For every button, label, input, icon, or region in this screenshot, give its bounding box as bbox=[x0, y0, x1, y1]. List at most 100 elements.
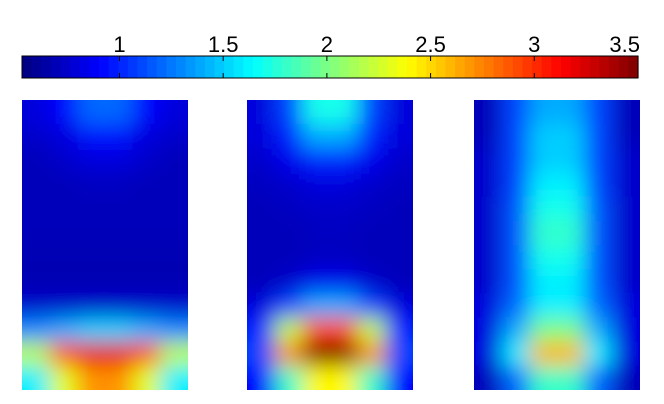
heatmap-cell bbox=[584, 124, 613, 149]
heatmap-cell bbox=[49, 124, 78, 149]
heatmap-cell bbox=[529, 220, 558, 246]
heatmap-cell bbox=[22, 317, 51, 343]
heatmap-cell bbox=[274, 245, 303, 270]
colorbar-step bbox=[22, 56, 33, 78]
colorbar-step bbox=[41, 56, 52, 78]
heatmap-cell bbox=[302, 269, 331, 294]
colorbar-step bbox=[445, 56, 456, 78]
heatmap-cell bbox=[302, 220, 331, 246]
colorbar-step bbox=[426, 56, 437, 78]
heatmap-cell bbox=[584, 341, 613, 367]
heatmap-cell bbox=[247, 293, 276, 318]
heatmap-cell bbox=[132, 365, 161, 390]
colorbar-step bbox=[339, 56, 350, 78]
heatmap-cell bbox=[612, 245, 640, 270]
colorbar-step bbox=[455, 56, 466, 78]
heatmap-cell bbox=[274, 365, 303, 390]
heatmap-cell bbox=[132, 269, 161, 294]
colorbar-step bbox=[618, 56, 629, 78]
heatmap-cell bbox=[501, 196, 530, 222]
heatmap-cell bbox=[77, 341, 106, 367]
heatmap-cell bbox=[557, 269, 586, 294]
heatmap-cell bbox=[132, 293, 161, 318]
heatmap-cell bbox=[385, 124, 413, 149]
heatmap-cell bbox=[132, 124, 161, 149]
heatmap-cell bbox=[529, 269, 558, 294]
heatmap-cell bbox=[330, 196, 359, 222]
heatmap-cell bbox=[557, 196, 586, 222]
heatmap-cell bbox=[330, 365, 359, 390]
panel bbox=[474, 100, 640, 390]
heatmap-cell bbox=[330, 245, 359, 270]
heatmap-cell bbox=[330, 100, 359, 125]
heatmap-cell bbox=[330, 317, 359, 343]
heatmap-cell bbox=[302, 293, 331, 318]
heatmap-cell bbox=[247, 172, 276, 198]
heatmap-cell bbox=[302, 148, 331, 173]
heatmap-cell bbox=[357, 148, 386, 173]
heatmap-cell bbox=[385, 245, 413, 270]
colorbar-step bbox=[416, 56, 427, 78]
heatmap-cell bbox=[49, 269, 78, 294]
heatmap-cell bbox=[22, 196, 51, 222]
colorbar-frame bbox=[21, 55, 639, 79]
colorbar-step bbox=[349, 56, 360, 78]
heatmap-cell bbox=[557, 245, 586, 270]
colorbar-step bbox=[378, 56, 389, 78]
colorbar-tick-label: 2 bbox=[321, 32, 333, 57]
panel bbox=[247, 100, 413, 390]
heatmap-cell bbox=[501, 293, 530, 318]
heatmap-cell bbox=[612, 196, 640, 222]
heatmap-cell bbox=[247, 148, 276, 173]
heatmap-cell bbox=[529, 100, 558, 125]
heatmap-cell bbox=[557, 341, 586, 367]
colorbar-step bbox=[185, 56, 196, 78]
heatmap-cell bbox=[132, 148, 161, 173]
heatmap-cell bbox=[132, 172, 161, 198]
panel-smooth bbox=[22, 100, 188, 390]
heatmap-cell bbox=[247, 341, 276, 367]
colorbar-step bbox=[118, 56, 129, 78]
heatmap-cell bbox=[160, 293, 188, 318]
heatmap-cell bbox=[302, 365, 331, 390]
colorbar-step bbox=[89, 56, 100, 78]
heatmap-cell bbox=[474, 245, 503, 270]
heatmap-cell bbox=[584, 172, 613, 198]
heatmap-cell bbox=[105, 293, 134, 318]
colorbar-step bbox=[407, 56, 418, 78]
heatmap-cell bbox=[77, 293, 106, 318]
colorbar-step bbox=[262, 56, 273, 78]
heatmap-cell bbox=[584, 293, 613, 318]
heatmap-cell bbox=[474, 124, 503, 149]
colorbar-tick-label: 1 bbox=[113, 32, 125, 57]
heatmap-cell bbox=[105, 124, 134, 149]
heatmap-cell bbox=[274, 148, 303, 173]
colorbar-step bbox=[358, 56, 370, 78]
heatmap-cell bbox=[501, 220, 530, 246]
heatmap-cell bbox=[77, 196, 106, 222]
heatmap-cell bbox=[474, 100, 503, 125]
heatmap-cell bbox=[274, 196, 303, 222]
heatmap-cell bbox=[105, 245, 134, 270]
heatmap-cell bbox=[330, 148, 359, 173]
heatmap-cell bbox=[132, 317, 161, 343]
heatmap-cell bbox=[357, 172, 386, 198]
colorbar-step bbox=[79, 56, 90, 78]
heatmap-cell bbox=[247, 220, 276, 246]
colorbar-step bbox=[243, 56, 254, 78]
colorbar-step bbox=[397, 56, 408, 78]
heatmap-cell bbox=[247, 196, 276, 222]
heatmap-cell bbox=[474, 293, 503, 318]
heatmap-cell bbox=[274, 269, 303, 294]
colorbar-step bbox=[580, 56, 591, 78]
heatmap-cell bbox=[385, 220, 413, 246]
heatmap-cell bbox=[474, 341, 503, 367]
heatmap-cell bbox=[529, 172, 558, 198]
heatmap-cell bbox=[105, 100, 134, 125]
heatmap-cell bbox=[584, 148, 613, 173]
colorbar-step bbox=[301, 56, 312, 78]
heatmap-cell bbox=[385, 172, 413, 198]
heatmap-cell bbox=[474, 172, 503, 198]
heatmap-cell bbox=[529, 148, 558, 173]
heatmap-cell bbox=[49, 245, 78, 270]
